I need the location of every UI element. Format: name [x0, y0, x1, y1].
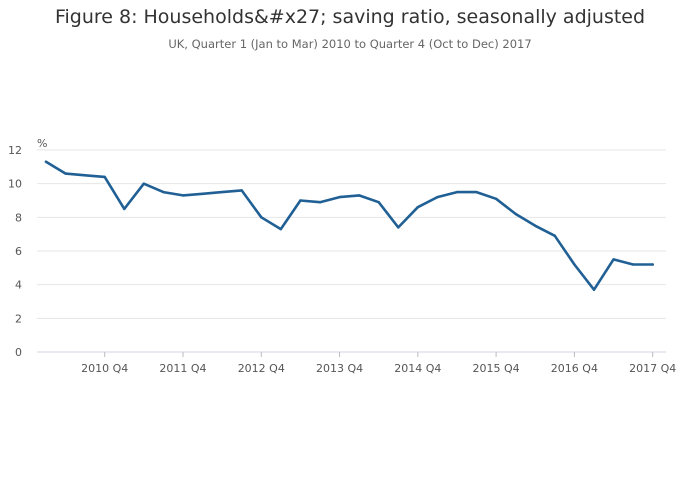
chart-title: Figure 8: Households&#x27; saving ratio,… — [54, 6, 646, 28]
data-point — [573, 263, 576, 266]
y-axis-ticks: 0 2 4 6 8 10 12 — [8, 144, 22, 359]
y-tick-label: 2 — [15, 312, 22, 325]
x-tick-label: 2013 Q4 — [316, 362, 363, 375]
data-point — [631, 263, 635, 266]
x-tick-label: 2016 Q4 — [551, 362, 598, 375]
x-tick-label: 2014 Q4 — [394, 362, 441, 375]
chart-subtitle: UK, Quarter 1 (Jan to Mar) 2010 to Quart… — [168, 37, 532, 51]
data-point — [123, 207, 126, 211]
x-axis-ticks: 2010 Q4 2011 Q4 2012 Q4 2013 Q4 2014 Q4 2015 … — [81, 352, 676, 375]
y-tick-label: 4 — [15, 279, 22, 292]
data-point — [357, 194, 361, 197]
data-point — [103, 175, 106, 179]
y-tick-label: 0 — [15, 346, 22, 359]
data-point — [220, 190, 224, 194]
x-tick-label: 2012 Q4 — [238, 362, 285, 375]
data-point — [83, 174, 87, 177]
y-tick-label: 12 — [8, 144, 22, 157]
data-point — [279, 227, 282, 231]
series-lines — [44, 160, 655, 292]
data-point — [44, 160, 48, 163]
data-point — [455, 190, 459, 194]
data-point — [592, 288, 596, 291]
y-tick-label: 6 — [15, 245, 22, 258]
data-point — [338, 195, 341, 199]
x-tick-label: 2017 Q4 — [629, 362, 676, 375]
data-point — [475, 190, 478, 194]
data-point — [142, 182, 145, 185]
data-point — [612, 258, 615, 261]
x-tick-label: 2015 Q4 — [473, 362, 520, 375]
x-tick-label: 2010 Q4 — [81, 362, 128, 375]
y-tick-label: 10 — [8, 178, 22, 191]
data-point — [201, 192, 204, 195]
saving-ratio-line — [44, 160, 655, 292]
data-point — [318, 201, 322, 204]
data-point — [299, 199, 302, 202]
data-point — [240, 189, 243, 192]
data-point — [397, 226, 400, 229]
data-point — [651, 263, 654, 266]
data-point — [260, 216, 263, 219]
gridlines — [37, 149, 666, 353]
data-point — [377, 201, 380, 204]
data-point — [64, 172, 67, 175]
data-point — [534, 224, 537, 227]
data-point — [514, 212, 517, 216]
data-point — [416, 206, 419, 209]
data-point — [553, 234, 556, 237]
x-tick-label: 2011 Q4 — [159, 362, 206, 375]
data-point — [494, 197, 498, 200]
y-axis-unit-label: % — [37, 137, 47, 150]
y-tick-label: 8 — [15, 211, 22, 224]
data-point — [436, 195, 439, 199]
data-point — [181, 194, 185, 197]
data-point — [162, 190, 165, 194]
